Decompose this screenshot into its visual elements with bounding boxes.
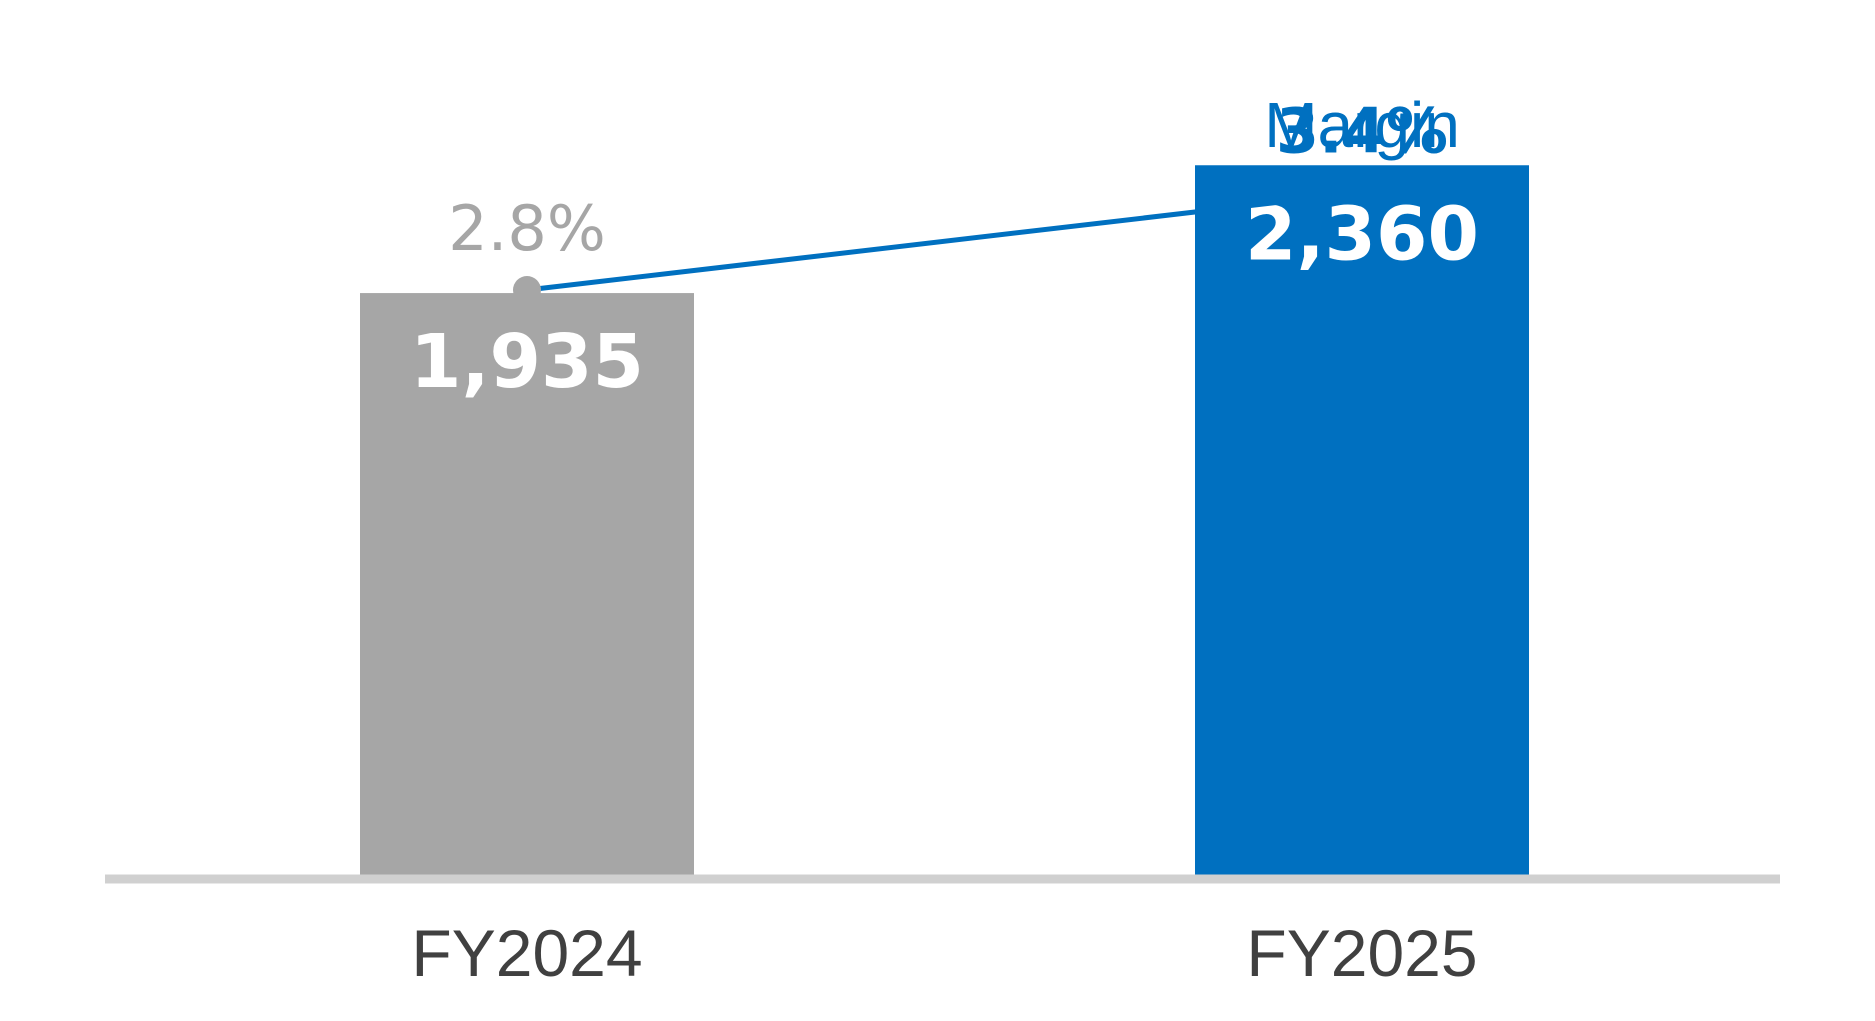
margin-labels: 2.8% 3.4% — [448, 95, 1448, 266]
margin-value-label: 3.4% — [1276, 95, 1448, 168]
category-label: FY2024 — [411, 916, 642, 990]
margin-value-label: 2.8% — [448, 192, 606, 265]
margin-trend-line — [526, 190, 1363, 293]
bar-fy2024 — [360, 293, 694, 876]
category-labels: FY2024 FY2025 — [411, 916, 1477, 990]
margin-point-fy2025 — [1348, 178, 1376, 207]
bar-fy2025 — [1195, 165, 1529, 876]
margin-series-label: Margin — [1264, 89, 1460, 161]
margin-point-fy2024 — [513, 276, 541, 304]
bar-value-label: 1,935 — [410, 319, 644, 405]
bars-layer — [360, 165, 1529, 876]
category-label: FY2025 — [1246, 916, 1477, 990]
margin-line-layer — [513, 178, 1376, 304]
